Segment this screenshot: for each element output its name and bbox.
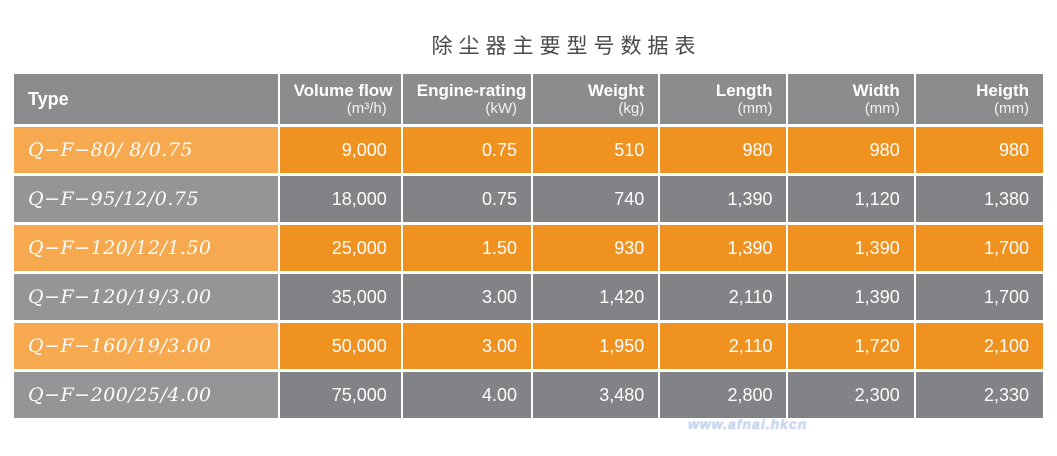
value-cell: 510 — [532, 125, 661, 176]
value-cell: 1,380 — [914, 174, 1043, 225]
value-cell: 25,000 — [278, 223, 403, 274]
table-row: Q−F−80/ 8/0.75 9,000 0.75 510 980 980 980 — [14, 125, 1043, 176]
column-header: Type — [14, 74, 280, 127]
value-cell: 980 — [787, 125, 916, 176]
value-cell: 980 — [659, 125, 789, 176]
type-cell: Q−F−120/19/3.00 — [14, 272, 280, 323]
column-label: Engine-rating — [416, 80, 527, 100]
value-cell: 3.00 — [401, 321, 534, 372]
value-cell: 2,300 — [787, 370, 916, 421]
models-table: Type Volume flow (m³/h) Engine-rating (kW) We… — [14, 74, 1043, 421]
value-cell: 740 — [532, 174, 661, 225]
value-cell: 4.00 — [401, 370, 534, 421]
value-cell: 1,390 — [659, 223, 789, 274]
column-header: Engine-rating (kW) — [401, 74, 534, 127]
column-label: Volume flow — [293, 80, 393, 100]
value-cell: 980 — [914, 125, 1043, 176]
value-cell: 1,390 — [659, 174, 789, 225]
column-header: Width (mm) — [787, 74, 916, 127]
column-label: Heigth — [976, 80, 1029, 100]
value-cell: 1,120 — [787, 174, 916, 225]
column-unit: (mm) — [864, 100, 900, 118]
value-cell: 2,110 — [659, 321, 789, 372]
type-cell: Q−F−120/12/1.50 — [14, 223, 280, 274]
column-label: Length — [715, 80, 773, 100]
column-label: Type — [28, 88, 69, 109]
value-cell: 1,390 — [787, 223, 916, 274]
column-unit: (kg) — [618, 100, 645, 118]
value-cell: 18,000 — [278, 174, 403, 225]
value-cell: 50,000 — [278, 321, 403, 372]
column-unit: (kW) — [485, 100, 518, 118]
column-header: Volume flow (m³/h) — [278, 74, 403, 127]
table-row: Q−F−120/19/3.00 35,000 3.00 1,420 2,110 1,390… — [14, 272, 1043, 323]
value-cell: 1,700 — [914, 223, 1043, 274]
value-cell: 1,390 — [787, 272, 916, 323]
value-cell: 75,000 — [278, 370, 403, 421]
table-row: Q−F−200/25/4.00 75,000 4.00 3,480 2,800 2,300… — [14, 370, 1043, 421]
value-cell: 0.75 — [401, 125, 534, 176]
type-cell: Q−F−160/19/3.00 — [14, 321, 280, 372]
type-cell: Q−F−80/ 8/0.75 — [14, 125, 280, 176]
column-unit: (mm) — [737, 100, 773, 118]
table-row: Q−F−95/12/0.75 18,000 0.75 740 1,390 1,120 1,3… — [14, 174, 1043, 225]
column-header: Weight (kg) — [532, 74, 661, 127]
table-row: Q−F−120/12/1.50 25,000 1.50 930 1,390 1,390 1,… — [14, 223, 1043, 274]
column-unit: (m³/h) — [346, 100, 387, 118]
value-cell: 1,700 — [914, 272, 1043, 323]
value-cell: 930 — [532, 223, 661, 274]
table-row: Q−F−160/19/3.00 50,000 3.00 1,950 2,110 1,720… — [14, 321, 1043, 372]
type-cell: Q−F−95/12/0.75 — [14, 174, 280, 225]
value-cell: 1,720 — [787, 321, 916, 372]
column-header: Length (mm) — [659, 74, 789, 127]
value-cell: 9,000 — [278, 125, 403, 176]
value-cell: 2,800 — [659, 370, 789, 421]
table-header-row: Type Volume flow (m³/h) Engine-rating (kW) We… — [14, 74, 1043, 127]
value-cell: 1,950 — [532, 321, 661, 372]
value-cell: 1.50 — [401, 223, 534, 274]
column-header: Heigth (mm) — [914, 74, 1043, 127]
column-unit: (mm) — [994, 100, 1029, 118]
value-cell: 1,420 — [532, 272, 661, 323]
value-cell: 0.75 — [401, 174, 534, 225]
type-cell: Q−F−200/25/4.00 — [14, 370, 280, 421]
value-cell: 2,330 — [914, 370, 1043, 421]
page-title: 除尘器主要型号数据表 — [431, 34, 702, 58]
value-cell: 2,110 — [659, 272, 789, 323]
column-label: Width — [852, 80, 900, 100]
column-label: Weight — [587, 80, 645, 100]
value-cell: 3.00 — [401, 272, 534, 323]
value-cell: 3,480 — [532, 370, 661, 421]
value-cell: 2,100 — [914, 321, 1043, 372]
table-body: Q−F−80/ 8/0.75 9,000 0.75 510 980 980 980 Q−F−9… — [14, 125, 1043, 421]
value-cell: 35,000 — [278, 272, 403, 323]
